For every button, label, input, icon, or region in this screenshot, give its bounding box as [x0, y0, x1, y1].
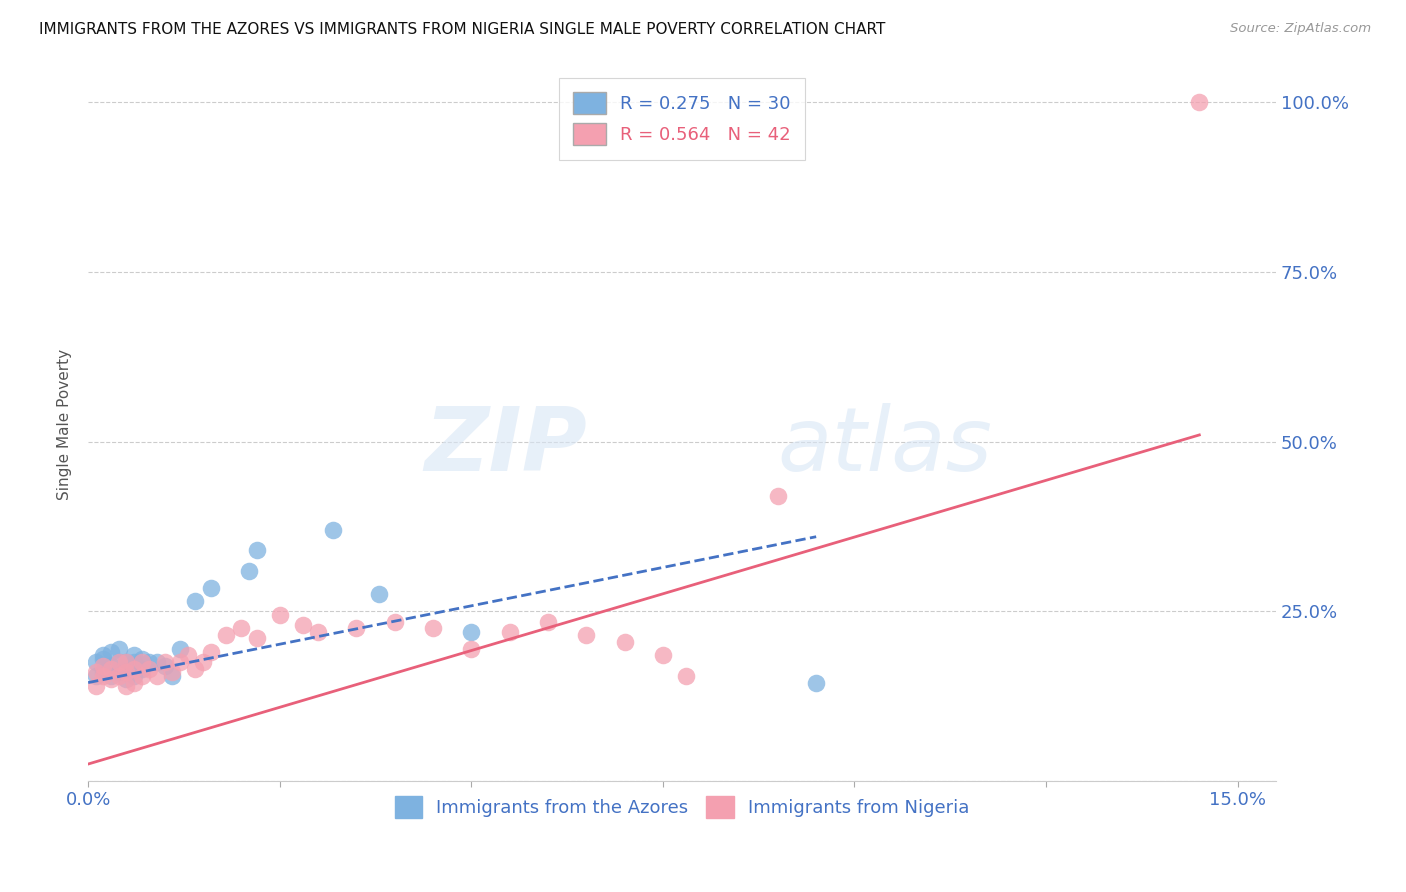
Point: [122, 648, 145, 663]
Point: [131, 662, 153, 676]
Point: [146, 655, 169, 669]
Point: [115, 672, 138, 686]
Point: [100, 672, 122, 686]
Point: [766, 489, 789, 503]
Point: [675, 669, 697, 683]
Point: [131, 669, 153, 683]
Point: [169, 641, 191, 656]
Text: atlas: atlas: [778, 403, 993, 489]
Point: [115, 655, 138, 669]
Point: [422, 621, 444, 635]
Point: [107, 665, 129, 680]
Point: [651, 648, 673, 663]
Point: [215, 628, 238, 642]
Point: [107, 655, 129, 669]
Point: [122, 675, 145, 690]
Point: [93, 665, 115, 680]
Point: [344, 621, 367, 635]
Point: [138, 655, 160, 669]
Point: [93, 652, 115, 666]
Point: [100, 658, 122, 673]
Point: [84, 655, 107, 669]
Point: [153, 655, 176, 669]
Point: [107, 655, 129, 669]
Text: IMMIGRANTS FROM THE AZORES VS IMMIGRANTS FROM NIGERIA SINGLE MALE POVERTY CORREL: IMMIGRANTS FROM THE AZORES VS IMMIGRANTS…: [39, 22, 886, 37]
Point: [269, 607, 291, 622]
Point: [84, 669, 107, 683]
Point: [200, 581, 222, 595]
Point: [177, 648, 200, 663]
Point: [231, 621, 253, 635]
Legend: Immigrants from the Azores, Immigrants from Nigeria: Immigrants from the Azores, Immigrants f…: [388, 789, 977, 825]
Point: [93, 658, 115, 673]
Point: [804, 675, 827, 690]
Point: [238, 564, 260, 578]
Point: [184, 662, 207, 676]
Point: [122, 669, 145, 683]
Point: [200, 645, 222, 659]
Point: [100, 662, 122, 676]
Point: [115, 662, 138, 676]
Point: [122, 655, 145, 669]
Point: [498, 624, 520, 639]
Point: [162, 665, 184, 680]
Point: [107, 641, 129, 656]
Point: [460, 641, 482, 656]
Point: [115, 665, 138, 680]
Point: [162, 669, 184, 683]
Point: [246, 543, 269, 558]
Point: [100, 669, 122, 683]
Point: [131, 655, 153, 669]
Point: [93, 669, 115, 683]
Point: [153, 658, 176, 673]
Point: [100, 645, 122, 659]
Point: [322, 523, 344, 537]
Point: [246, 632, 269, 646]
Point: [93, 648, 115, 663]
Y-axis label: Single Male Poverty: Single Male Poverty: [58, 349, 72, 500]
Point: [184, 594, 207, 608]
Point: [1188, 95, 1211, 110]
Point: [122, 662, 145, 676]
Point: [460, 624, 482, 639]
Point: [131, 652, 153, 666]
Point: [107, 669, 129, 683]
Point: [169, 655, 191, 669]
Point: [84, 679, 107, 693]
Point: [146, 669, 169, 683]
Point: [138, 662, 160, 676]
Point: [307, 624, 329, 639]
Point: [115, 655, 138, 669]
Point: [537, 615, 560, 629]
Point: [613, 635, 636, 649]
Point: [191, 655, 214, 669]
Point: [368, 587, 391, 601]
Point: [291, 618, 314, 632]
Point: [575, 628, 598, 642]
Point: [384, 615, 406, 629]
Text: ZIP: ZIP: [425, 402, 588, 490]
Point: [84, 665, 107, 680]
Point: [115, 679, 138, 693]
Text: Source: ZipAtlas.com: Source: ZipAtlas.com: [1230, 22, 1371, 36]
